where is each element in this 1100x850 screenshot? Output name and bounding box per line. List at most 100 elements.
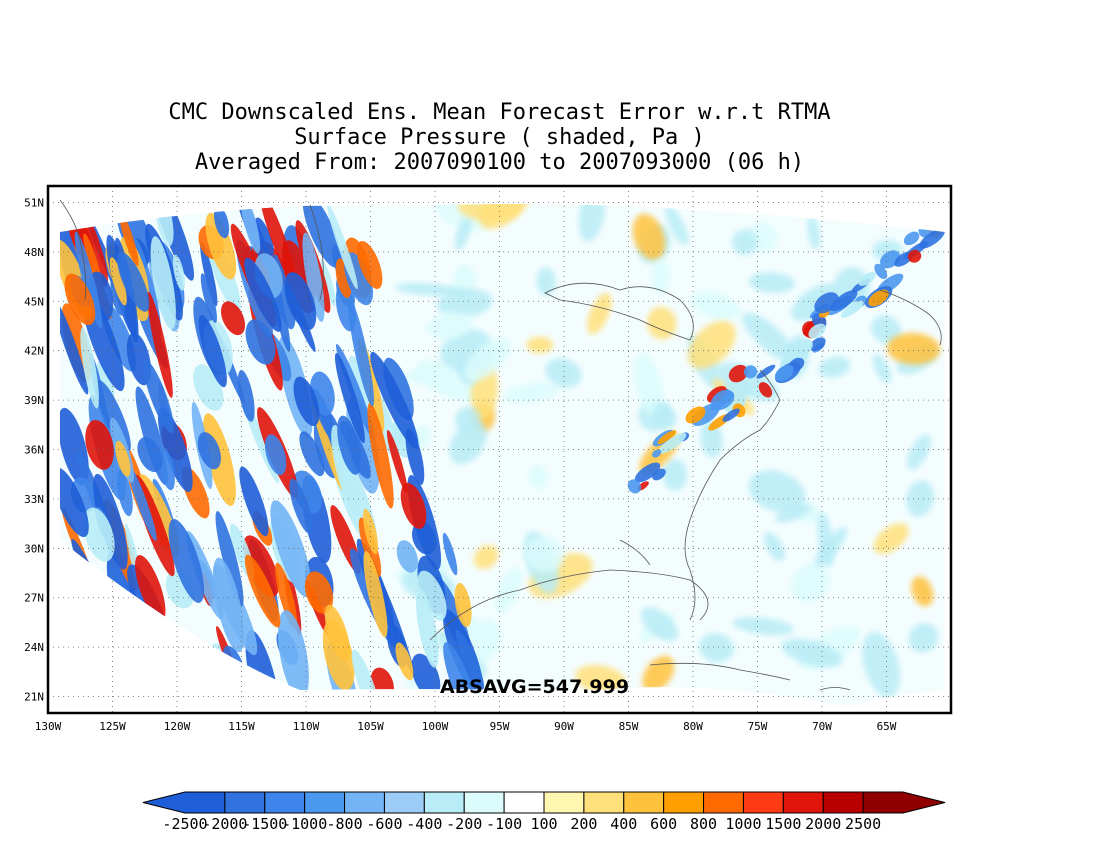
field-shade: [906, 480, 935, 517]
lat-tick-label: 30N: [24, 542, 44, 555]
lon-tick-label: 65W: [877, 720, 897, 733]
field-shade: [320, 259, 336, 307]
lon-tick-label: 125W: [99, 720, 126, 733]
colorbar-swatch: [463, 791, 505, 814]
field-shade: [748, 470, 806, 513]
field-shade: [634, 462, 661, 483]
field-shade: [690, 291, 742, 321]
field-shade: [400, 482, 427, 529]
field-shade: [886, 332, 941, 365]
lat-tick-label: 42N: [24, 345, 44, 358]
longitude-tick-labels: 130W 125W 120W 115W 110W 105W 100W 95W 90W 85W 80W…: [35, 720, 897, 733]
colorbar-swatch: [264, 791, 306, 814]
field-shade: [60, 467, 89, 538]
field-shade: [627, 479, 642, 494]
field-shade: [117, 251, 150, 312]
field-shade: [640, 607, 679, 642]
field-shade: [394, 282, 465, 297]
field-shade: [763, 532, 786, 561]
field-shade: [473, 545, 499, 569]
field-shade: [83, 507, 115, 562]
field-shade: [818, 356, 851, 378]
field-shade: [665, 205, 689, 246]
field-shade: [147, 291, 173, 398]
field-shade: [528, 464, 548, 491]
colorbar-swatch: [423, 791, 465, 814]
field-shade: [781, 638, 843, 668]
field-shade: [416, 589, 439, 668]
lat-tick-label: 36N: [24, 444, 44, 457]
field-shade: [442, 532, 458, 576]
field-shade: [685, 406, 706, 424]
field-shade: [270, 500, 312, 598]
lon-tick-label: 85W: [619, 720, 639, 733]
field-shade: [395, 642, 414, 681]
colorbar-swatch: [383, 791, 425, 814]
field-shade: [205, 212, 237, 280]
field-shade: [455, 629, 485, 690]
field-shade: [126, 462, 157, 542]
colorbar-swatch: [583, 791, 625, 814]
field-shade: [449, 420, 488, 465]
field-shade: [220, 301, 246, 336]
lon-tick-label: 115W: [228, 720, 255, 733]
field-shade: [215, 511, 244, 607]
colorbar-label: -2500: [162, 815, 207, 833]
lon-tick-label: 130W: [35, 720, 62, 733]
lon-tick-label: 100W: [422, 720, 449, 733]
colorbar-label: -800: [326, 815, 362, 833]
field-shade: [454, 216, 472, 251]
lat-tick-label: 51N: [24, 196, 44, 209]
field-shade: [264, 434, 287, 476]
field-shade: [237, 369, 255, 422]
colorbar-swatch: [623, 791, 665, 814]
field-shade: [494, 566, 523, 614]
field-shade: [911, 576, 934, 607]
field-shade: [259, 204, 299, 291]
lat-tick-label: 48N: [24, 246, 44, 259]
colorbar-swatch: [304, 791, 346, 814]
field-shade: [662, 458, 688, 491]
field-shade: [415, 359, 479, 402]
field-shade: [906, 434, 931, 470]
field-shade: [293, 376, 320, 426]
field-shade: [728, 364, 748, 383]
field-shade: [774, 503, 811, 523]
colorbar-label: 800: [690, 815, 717, 833]
field-shade: [525, 536, 565, 572]
field-shade: [858, 271, 877, 286]
field-shade: [870, 315, 902, 345]
field-shade: [96, 362, 115, 398]
colorbar-label: 2500: [845, 815, 881, 833]
field-shade: [363, 550, 388, 638]
field-shade: [116, 469, 133, 517]
field-shade: [758, 382, 773, 398]
map-frame: [46, 184, 953, 715]
field-shade: [244, 257, 282, 332]
colorbar-label: 100: [530, 815, 557, 833]
field-shade: [357, 240, 383, 289]
colorbar-swatch: [142, 791, 226, 814]
field-shade: [336, 343, 376, 441]
field-shade: [311, 401, 343, 490]
field-shade: [732, 617, 794, 636]
field-shade: [658, 432, 687, 454]
field-shade: [370, 351, 419, 450]
field-shade: [289, 478, 313, 534]
field-shade: [873, 523, 909, 554]
lon-tick-label: 70W: [812, 720, 832, 733]
coastlines: [59, 199, 942, 691]
field-shade: [452, 263, 476, 297]
field-shade: [817, 511, 835, 568]
field-shade: [700, 419, 723, 458]
field-shade: [790, 563, 830, 604]
field-shade: [143, 360, 174, 434]
colorbar-label: -100: [486, 815, 522, 833]
field-shade: [367, 402, 394, 509]
field-shade: [536, 267, 556, 296]
field-shade: [115, 440, 131, 477]
field-shade: [652, 468, 666, 481]
field-shade: [299, 431, 325, 477]
colorbar-label: -2000: [202, 815, 247, 833]
